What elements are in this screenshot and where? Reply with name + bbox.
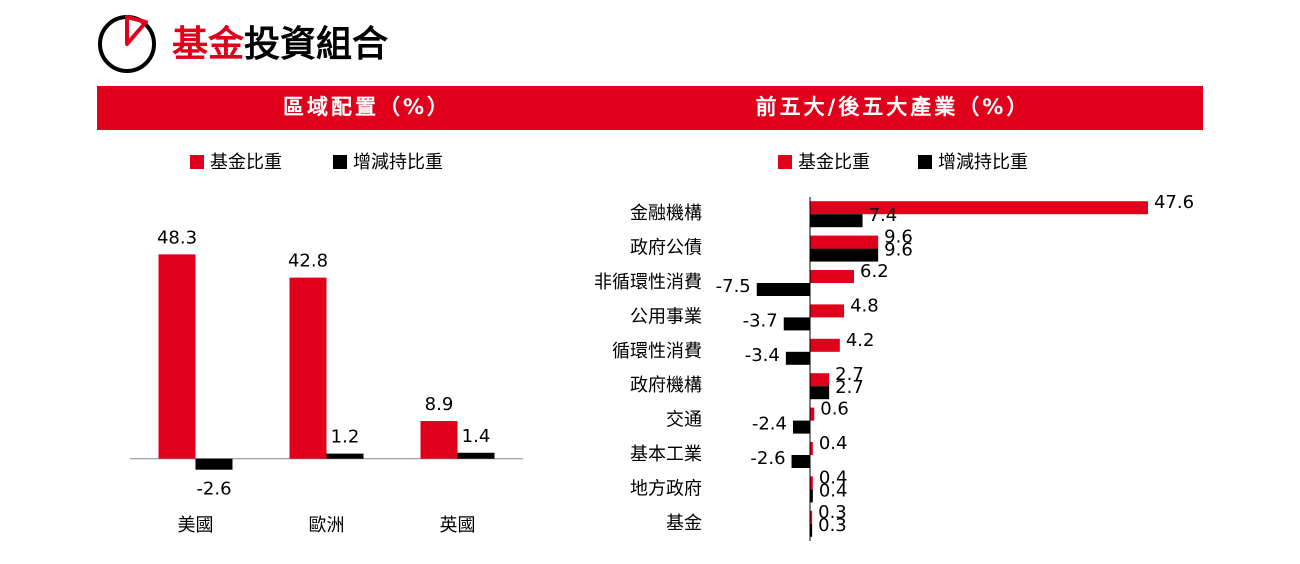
value-label: 4.8 (850, 295, 879, 316)
legend-swatch (918, 155, 932, 169)
bar (810, 373, 830, 387)
bar (810, 510, 813, 524)
bar (195, 458, 233, 470)
value-label: -7.5 (716, 276, 751, 297)
legend-swatch (333, 155, 347, 169)
x-tick-label: 英國 (440, 515, 476, 536)
value-label: -3.7 (743, 310, 778, 331)
legend-label: 增減持比重 (353, 152, 443, 173)
title-accent: 基金 (172, 23, 245, 65)
value-label: 9.6 (884, 240, 913, 261)
value-label: -2.6 (750, 448, 785, 469)
value-label: 9.6 (884, 227, 913, 248)
bar (810, 304, 845, 318)
value-label: 47.6 (1154, 192, 1194, 213)
section-band (97, 86, 1203, 130)
bar (457, 452, 495, 459)
bar (326, 453, 364, 459)
y-tick-label: 政府公債 (630, 238, 702, 259)
value-label: 1.4 (462, 426, 491, 447)
bar (783, 317, 810, 331)
value-label: -2.4 (752, 414, 787, 435)
bar (756, 283, 810, 296)
y-tick-label: 基金 (666, 513, 702, 534)
bar (810, 201, 1148, 215)
value-label: -2.6 (196, 479, 231, 500)
bar (810, 214, 863, 228)
y-tick-label: 政府機構 (630, 375, 702, 396)
y-tick-label: 公用事業 (630, 306, 702, 327)
y-tick-label: 交通 (666, 410, 702, 431)
value-label: 2.7 (835, 364, 864, 385)
value-label: 48.3 (157, 227, 197, 248)
title-rest: 投資組合 (244, 24, 388, 65)
value-label: -3.4 (745, 345, 780, 366)
bar (289, 277, 327, 459)
legend-label: 基金比重 (798, 152, 870, 173)
x-tick-label: 歐洲 (309, 515, 345, 536)
bar (810, 338, 840, 352)
value-label: 8.9 (425, 394, 454, 415)
bar (785, 351, 810, 365)
bar (810, 270, 855, 283)
y-tick-label: 基本工業 (630, 444, 702, 465)
y-tick-label: 金融機構 (630, 203, 702, 224)
bar (158, 254, 196, 459)
legend-swatch (778, 155, 792, 169)
bar (810, 476, 813, 490)
bar (810, 386, 830, 400)
value-label: 2.7 (835, 377, 864, 398)
value-label: 0.4 (819, 467, 848, 488)
value-label: 42.8 (288, 251, 328, 272)
chart-title: 區域配置（%） (283, 95, 451, 119)
legend-label: 增減持比重 (938, 152, 1028, 173)
legend-label: 基金比重 (210, 152, 282, 173)
x-tick-label: 美國 (178, 515, 214, 536)
y-tick-label: 非循環性消費 (594, 272, 702, 293)
value-label: 4.2 (846, 330, 875, 351)
value-label: 7.4 (869, 205, 898, 226)
value-label: 1.2 (331, 427, 360, 448)
value-label: 0.4 (819, 433, 848, 454)
legend-swatch (190, 155, 204, 169)
bar (420, 421, 458, 459)
chart-title: 前五大/後五大產業（%） (756, 95, 1031, 119)
value-label: 0.3 (818, 502, 847, 523)
value-label: 0.4 (819, 480, 848, 501)
bar (810, 407, 815, 421)
value-label: 6.2 (860, 261, 889, 282)
bar (810, 489, 813, 503)
bar (810, 248, 879, 262)
y-tick-label: 循環性消費 (612, 341, 702, 362)
page-title: 基金投資組合 (172, 23, 388, 65)
value-label: 0.3 (818, 515, 847, 536)
y-tick-label: 地方政府 (630, 478, 702, 499)
bar (810, 442, 813, 455)
bar (791, 455, 810, 468)
logo-icon (98, 15, 156, 73)
bar (810, 235, 879, 249)
bar (810, 523, 813, 537)
value-label: 0.6 (820, 399, 849, 420)
bar (792, 420, 810, 434)
